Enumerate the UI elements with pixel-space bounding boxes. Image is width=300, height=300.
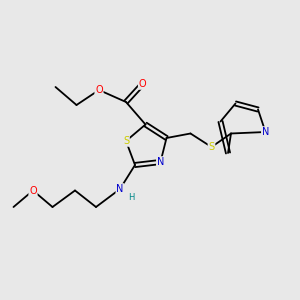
- Text: H: H: [128, 193, 135, 202]
- Text: S: S: [208, 142, 214, 152]
- Text: O: O: [95, 85, 103, 95]
- Text: S: S: [123, 136, 129, 146]
- Text: N: N: [157, 157, 164, 167]
- Text: O: O: [139, 79, 146, 89]
- Text: O: O: [29, 185, 37, 196]
- Text: N: N: [116, 184, 124, 194]
- Text: N: N: [262, 127, 269, 137]
